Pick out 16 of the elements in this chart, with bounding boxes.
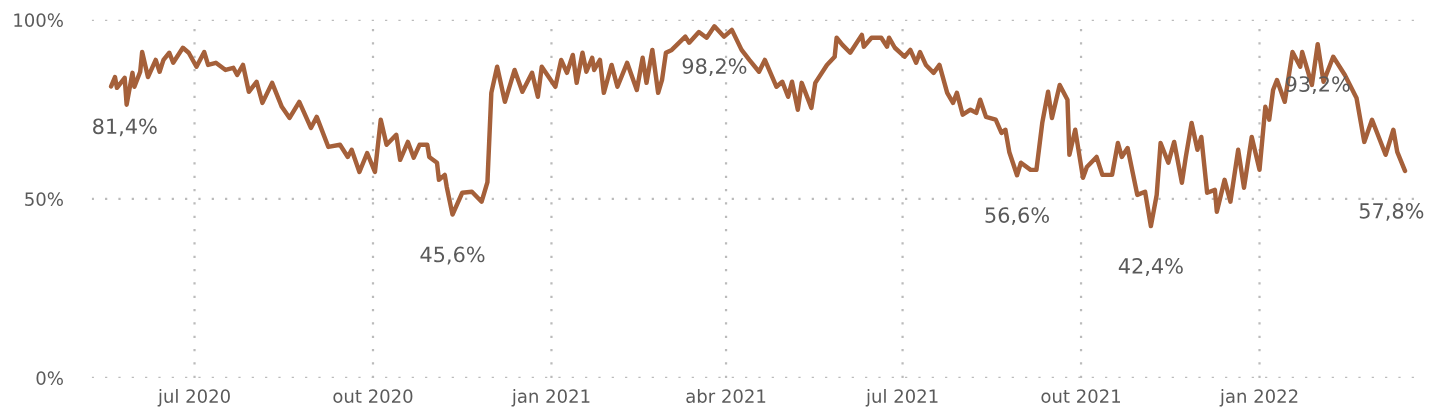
x-tick-label: jul 2020 <box>157 389 230 407</box>
x-tick-label: jul 2021 <box>865 389 938 407</box>
annotation: 45,6% <box>420 246 485 265</box>
annotation: 57,8% <box>1359 202 1424 221</box>
y-tick-label: 0% <box>36 371 63 386</box>
x-tick-label: jan 2022 <box>1219 389 1298 407</box>
annotation: 81,4% <box>93 118 157 137</box>
y-tick-label: 50% <box>25 192 63 206</box>
annotation: 42,4% <box>1118 258 1183 276</box>
x-tick-label: out 2020 <box>333 389 413 403</box>
x-tick-label: jan 2021 <box>511 389 590 407</box>
annotation: 56,6% <box>985 207 1049 226</box>
x-tick-label: out 2021 <box>1041 389 1121 403</box>
y-tick-label: 100% <box>14 13 63 27</box>
x-tick-label: abr 2021 <box>686 389 766 403</box>
annotation: 98,2% <box>682 58 747 77</box>
